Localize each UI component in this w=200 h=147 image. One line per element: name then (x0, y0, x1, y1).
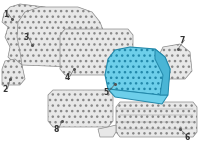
Polygon shape (158, 44, 192, 79)
Text: 8: 8 (53, 125, 59, 133)
Polygon shape (98, 125, 116, 137)
Polygon shape (48, 90, 113, 127)
Text: 2: 2 (2, 85, 8, 93)
Polygon shape (105, 47, 170, 95)
Text: 1: 1 (3, 10, 9, 19)
Polygon shape (116, 102, 197, 137)
Text: 3: 3 (23, 32, 29, 41)
Text: 4: 4 (64, 72, 70, 81)
Text: 7: 7 (179, 35, 185, 45)
Polygon shape (155, 49, 170, 95)
Polygon shape (60, 29, 133, 75)
Text: 6: 6 (184, 133, 190, 142)
Text: 5: 5 (103, 87, 109, 96)
Polygon shape (108, 89, 168, 104)
Polygon shape (17, 7, 108, 67)
Polygon shape (2, 4, 72, 64)
Polygon shape (2, 59, 25, 85)
